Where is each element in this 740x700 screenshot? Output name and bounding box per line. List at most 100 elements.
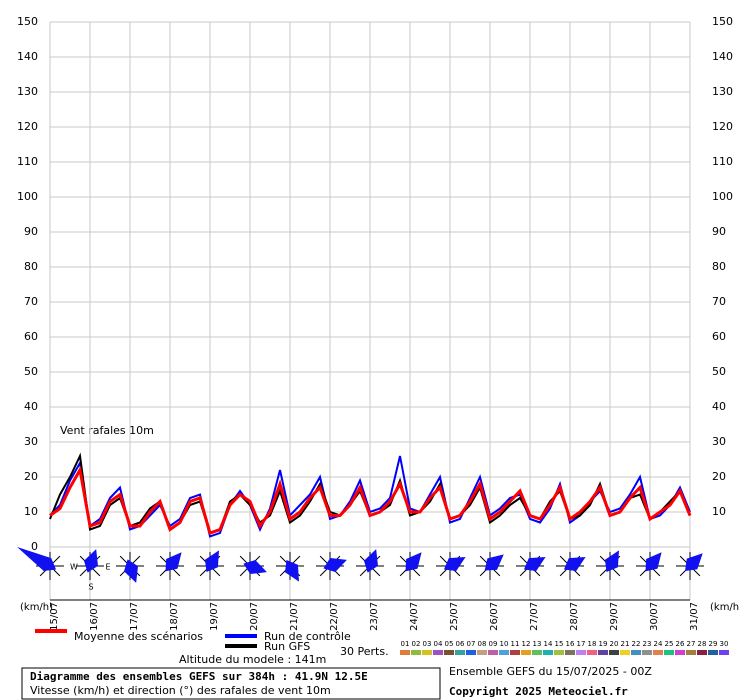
y-tick-label: 150 bbox=[712, 15, 733, 28]
y-tick-label: 30 bbox=[24, 435, 38, 448]
wind-wedge bbox=[645, 552, 662, 572]
perturbation-label: 16 bbox=[566, 640, 575, 648]
y-tick-label: 40 bbox=[712, 400, 726, 413]
y-tick-label: 30 bbox=[712, 435, 726, 448]
perturbation-swatch bbox=[587, 650, 597, 655]
legend-label: Moyenne des scénarios bbox=[74, 630, 203, 643]
wind-wedge bbox=[604, 550, 619, 573]
altitude: Altitude du modele : 141m bbox=[179, 653, 326, 666]
perturbation-swatch bbox=[576, 650, 586, 655]
annotation: Vent rafales 10m bbox=[60, 424, 154, 437]
y-tick-label: 70 bbox=[712, 295, 726, 308]
x-tick-label: 28/07 bbox=[569, 602, 580, 631]
y-tick-label: 90 bbox=[712, 225, 726, 238]
footer-box bbox=[21, 667, 441, 700]
perturbation-label: 02 bbox=[412, 640, 421, 648]
wind-wedge bbox=[685, 553, 703, 571]
wind-wedge bbox=[323, 558, 347, 573]
perturbation-swatch bbox=[697, 650, 707, 655]
perturbation-label: 21 bbox=[621, 640, 630, 648]
perturbation-label: 01 bbox=[401, 640, 410, 648]
perturbation-swatch bbox=[565, 650, 575, 655]
y-tick-label: 50 bbox=[712, 365, 726, 378]
y-tick-label: 100 bbox=[17, 190, 38, 203]
wind-wedge bbox=[243, 559, 267, 574]
x-tick-label: 19/07 bbox=[209, 602, 220, 631]
y-tick-label: 120 bbox=[17, 120, 38, 133]
wind-wedge bbox=[484, 554, 504, 571]
perturbation-label: 06 bbox=[456, 640, 465, 648]
perturbation-swatch bbox=[488, 650, 498, 655]
y-tick-label: 120 bbox=[712, 120, 733, 133]
wind-wedge bbox=[443, 557, 466, 572]
perturbation-label: 18 bbox=[588, 640, 597, 648]
wind-label: W bbox=[70, 563, 78, 572]
x-tick-label: 27/07 bbox=[529, 602, 540, 631]
perturbation-label: 29 bbox=[709, 640, 718, 648]
perturbation-label: 10 bbox=[500, 640, 509, 648]
y-tick-label: 80 bbox=[24, 260, 38, 273]
perturbation-label: 27 bbox=[687, 640, 696, 648]
perturbation-swatch bbox=[719, 650, 729, 655]
y-tick-label: 20 bbox=[712, 470, 726, 483]
wind-wedge bbox=[165, 552, 182, 572]
perturbation-swatch bbox=[532, 650, 542, 655]
y-tick-label: 10 bbox=[24, 505, 38, 518]
perturbation-swatch bbox=[554, 650, 564, 655]
x-tick-label: 17/07 bbox=[129, 602, 140, 631]
perturbation-swatch bbox=[631, 650, 641, 655]
perturbation-swatch bbox=[609, 650, 619, 655]
y-tick-label: 140 bbox=[712, 50, 733, 63]
y-tick-label: 80 bbox=[712, 260, 726, 273]
perturbation-swatch bbox=[620, 650, 630, 655]
perturbation-label: 13 bbox=[533, 640, 542, 648]
x-tick-label: 29/07 bbox=[609, 602, 620, 631]
perturbation-label: 23 bbox=[643, 640, 652, 648]
perturbation-label: 03 bbox=[423, 640, 432, 648]
perturbation-label: 11 bbox=[511, 640, 520, 648]
y-tick-label: 20 bbox=[24, 470, 38, 483]
y-tick-label: 10 bbox=[712, 505, 726, 518]
x-tick-label: 25/07 bbox=[449, 602, 460, 631]
perturbation-label: 05 bbox=[445, 640, 454, 648]
y-tick-label: 130 bbox=[17, 85, 38, 98]
y-tick-label: 50 bbox=[24, 365, 38, 378]
wind-wedge bbox=[83, 549, 98, 573]
perturbation-swatch bbox=[499, 650, 509, 655]
perturbation-swatch bbox=[543, 650, 553, 655]
perturbation-label: 17 bbox=[577, 640, 586, 648]
copyright: Copyright 2025 Meteociel.fr bbox=[449, 685, 628, 698]
perturbation-label: 14 bbox=[544, 640, 553, 648]
perturbation-label: 04 bbox=[434, 640, 443, 648]
perturbation-swatch bbox=[708, 650, 718, 655]
perturbation-label: 26 bbox=[676, 640, 685, 648]
y-tick-label: 130 bbox=[712, 85, 733, 98]
wind-wedge bbox=[17, 547, 57, 572]
perturbation-label: 12 bbox=[522, 640, 531, 648]
perturbation-label: 09 bbox=[489, 640, 498, 648]
series-line bbox=[49, 465, 692, 535]
perturbation-swatch bbox=[466, 650, 476, 655]
footer-subtitle: Vitesse (km/h) et direction (°) des rafa… bbox=[30, 684, 331, 697]
x-tick-label: 31/07 bbox=[689, 602, 700, 631]
wind-wedge bbox=[204, 550, 219, 573]
perturbation-label: 08 bbox=[478, 640, 487, 648]
x-tick-label: 23/07 bbox=[369, 602, 380, 631]
perturbation-swatch bbox=[422, 650, 432, 655]
perturbation-label: 30 bbox=[720, 640, 729, 648]
perturbation-label: 19 bbox=[599, 640, 608, 648]
x-tick-label: 26/07 bbox=[489, 602, 500, 631]
perturbations-label: 30 Perts. bbox=[340, 645, 389, 658]
perturbation-label: 20 bbox=[610, 640, 619, 648]
wind-label: S bbox=[88, 583, 93, 592]
x-tick-label: 15/07 bbox=[49, 602, 60, 631]
perturbation-swatch bbox=[653, 650, 663, 655]
wind-wedge bbox=[363, 549, 378, 573]
x-tick-label: 21/07 bbox=[289, 602, 300, 631]
y-tick-label: 100 bbox=[712, 190, 733, 203]
y-tick-label: 70 bbox=[24, 295, 38, 308]
perturbation-swatch bbox=[686, 650, 696, 655]
perturbation-swatch bbox=[675, 650, 685, 655]
y-tick-label: 110 bbox=[17, 155, 38, 168]
perturbation-swatch bbox=[521, 650, 531, 655]
